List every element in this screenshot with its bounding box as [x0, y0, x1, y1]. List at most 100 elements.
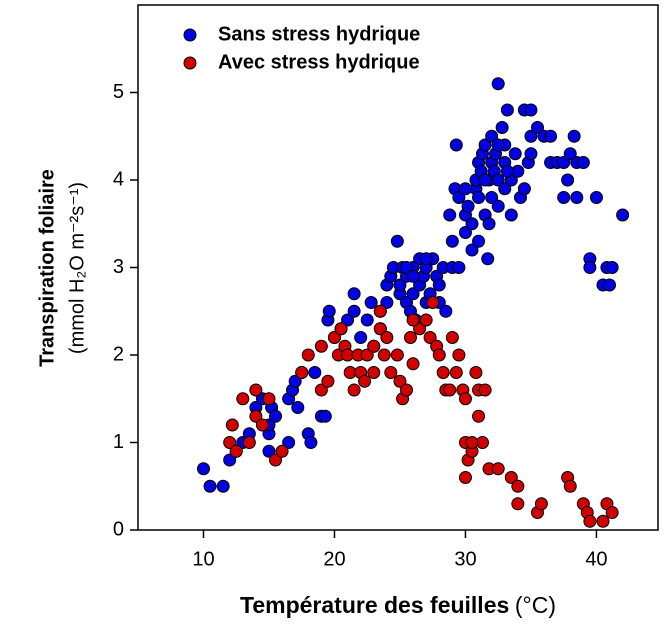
point: [465, 436, 479, 449]
point: [517, 182, 531, 196]
point: [360, 313, 374, 327]
point: [318, 409, 332, 423]
x-tick-label: 20: [323, 548, 345, 570]
point: [436, 366, 450, 379]
y-tick-label: 4: [113, 168, 124, 190]
point: [196, 462, 210, 476]
y-tick-label: 1: [113, 431, 124, 453]
point: [485, 191, 499, 204]
point: [314, 383, 328, 397]
point: [478, 173, 492, 187]
point: [314, 339, 328, 353]
point: [485, 129, 499, 143]
point: [393, 278, 407, 292]
point: [255, 418, 269, 432]
point: [576, 156, 590, 169]
point: [449, 366, 463, 379]
point: [439, 304, 453, 318]
legend-marker: [183, 56, 197, 70]
point: [216, 479, 230, 493]
point: [403, 331, 417, 344]
x-axis-unit: (°C): [515, 592, 556, 618]
legend-label: Avec stress hydrique: [218, 51, 420, 73]
point: [524, 147, 538, 161]
point: [347, 383, 361, 397]
point: [472, 191, 486, 204]
point: [360, 348, 374, 362]
y-axis-unit: (mmol H₂O m⁻²s⁻¹): [66, 182, 88, 354]
point: [413, 322, 427, 336]
point: [445, 234, 459, 248]
point: [354, 331, 368, 344]
point: [291, 401, 305, 414]
point: [478, 383, 492, 397]
point: [465, 243, 479, 257]
point: [491, 77, 505, 91]
point: [334, 322, 348, 336]
point: [458, 471, 472, 484]
point: [419, 313, 433, 327]
point: [469, 366, 483, 379]
point: [583, 514, 597, 528]
point: [223, 453, 237, 467]
point: [458, 182, 472, 196]
point: [400, 261, 414, 274]
point: [603, 278, 617, 292]
point: [203, 479, 217, 493]
point: [524, 129, 538, 143]
point: [225, 418, 239, 432]
y-tick-label: 0: [113, 518, 124, 540]
point: [544, 129, 558, 143]
point: [367, 366, 381, 379]
point: [472, 234, 486, 248]
point: [500, 164, 514, 178]
point: [605, 506, 619, 519]
point: [321, 374, 335, 388]
y-tick-label: 2: [113, 343, 124, 365]
point: [229, 444, 243, 458]
point: [452, 348, 466, 362]
point: [461, 199, 475, 213]
point: [406, 269, 420, 283]
point: [458, 392, 472, 406]
point: [249, 383, 263, 397]
point: [563, 479, 577, 493]
point: [373, 304, 387, 318]
point: [236, 392, 250, 406]
point: [557, 191, 571, 204]
point: [295, 366, 309, 379]
point: [341, 313, 355, 327]
legend-marker: [183, 28, 197, 42]
point: [508, 147, 522, 161]
point: [557, 156, 571, 169]
point: [390, 348, 404, 362]
point: [380, 296, 394, 309]
point: [426, 296, 440, 309]
point: [406, 287, 420, 301]
point: [242, 436, 256, 449]
point: [491, 462, 505, 476]
point: [561, 173, 575, 187]
point: [400, 383, 414, 397]
point: [347, 287, 361, 301]
point: [443, 383, 457, 397]
point: [452, 191, 466, 204]
point: [616, 208, 630, 222]
point: [384, 366, 398, 379]
y-tick-label: 3: [113, 256, 124, 278]
point: [563, 147, 577, 161]
point: [452, 261, 466, 274]
x-tick-label: 40: [585, 548, 607, 570]
point: [390, 234, 404, 248]
point: [393, 374, 407, 388]
point: [406, 357, 420, 371]
point: [347, 304, 361, 318]
point: [482, 217, 496, 231]
point: [583, 261, 597, 274]
point: [377, 348, 391, 362]
x-axis-title: Température des feuilles (°C): [240, 592, 556, 618]
point: [269, 453, 283, 467]
point: [511, 479, 525, 493]
point: [301, 348, 315, 362]
point: [269, 409, 283, 423]
